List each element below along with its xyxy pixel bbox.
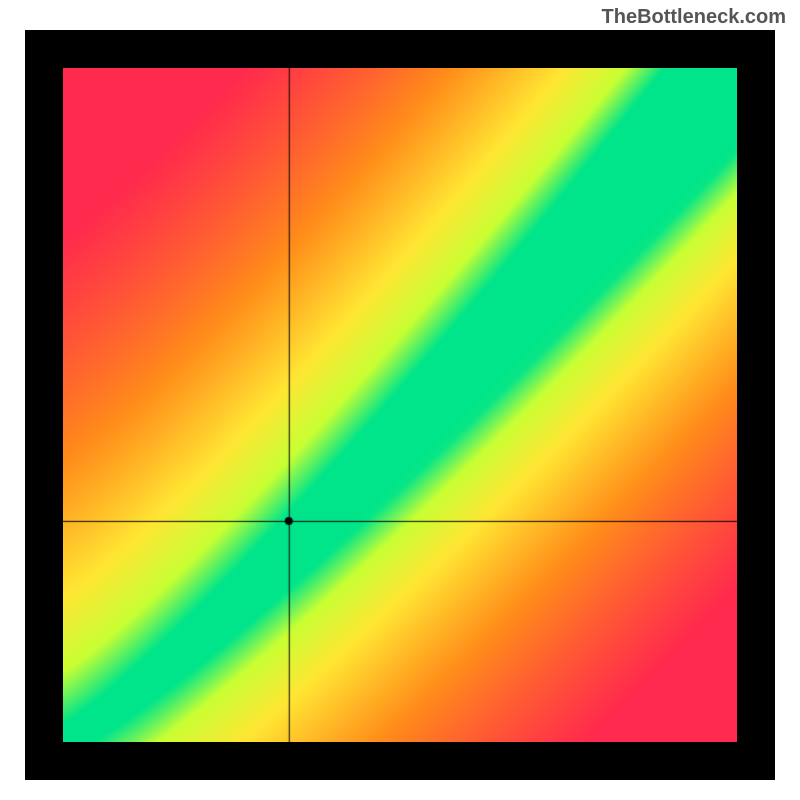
- attribution-text: TheBottleneck.com: [602, 6, 786, 29]
- chart-container: TheBottleneck.com: [0, 0, 800, 800]
- heatmap-plot: [25, 30, 775, 780]
- crosshair-overlay: [63, 68, 737, 742]
